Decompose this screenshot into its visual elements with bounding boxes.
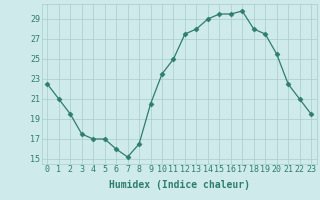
X-axis label: Humidex (Indice chaleur): Humidex (Indice chaleur) <box>109 180 250 190</box>
